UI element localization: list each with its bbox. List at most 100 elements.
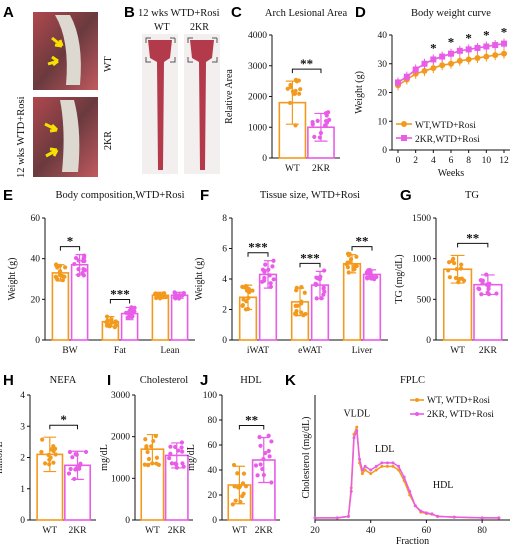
data-point — [354, 254, 359, 259]
data-point — [326, 110, 331, 115]
y-tick-label: 20 — [378, 89, 388, 99]
data-point — [352, 264, 357, 269]
data-point — [168, 444, 173, 449]
bar — [362, 273, 382, 341]
data-point — [241, 471, 247, 476]
panel-letter-a: A — [3, 4, 14, 21]
data-point — [465, 46, 472, 53]
data-point — [247, 290, 252, 295]
data-point — [456, 280, 461, 285]
data-point — [501, 40, 507, 47]
significance-stars: * — [448, 35, 455, 50]
data-point — [484, 272, 489, 277]
data-point — [53, 452, 58, 457]
data-point — [436, 514, 440, 518]
data-point — [261, 278, 267, 283]
y-tick-label: 4000 — [248, 31, 267, 41]
data-point — [318, 274, 323, 279]
data-point — [129, 314, 134, 319]
significance-stars: * — [501, 25, 508, 40]
data-point — [270, 264, 275, 269]
data-point — [76, 272, 81, 278]
data-point — [153, 291, 158, 296]
significance-bracket — [351, 246, 373, 251]
series-line — [315, 426, 499, 519]
data-point — [318, 130, 323, 136]
data-point — [402, 475, 406, 479]
legend-marker — [415, 412, 419, 416]
panel-b-label-2kr: 2KR — [190, 22, 209, 33]
y-tick-label: 20 — [31, 295, 41, 305]
data-point — [439, 62, 446, 69]
data-point — [355, 425, 359, 429]
data-point — [430, 512, 434, 516]
data-point — [474, 44, 481, 51]
data-point — [55, 277, 60, 282]
data-point — [82, 255, 87, 260]
data-point — [452, 515, 456, 519]
data-point — [76, 258, 81, 263]
data-point — [477, 286, 482, 292]
x-tick-label: 2 — [413, 156, 418, 166]
data-point — [486, 292, 492, 297]
y-tick-label: 100 — [203, 391, 218, 401]
significance-bracket — [457, 242, 489, 248]
data-point — [391, 464, 395, 468]
data-point — [145, 463, 151, 468]
data-point — [456, 47, 463, 54]
data-point — [146, 456, 152, 462]
panel-title: Tissue size, WTD+Rosi — [260, 190, 360, 201]
data-point — [294, 288, 299, 293]
significance-bracket — [247, 252, 269, 257]
data-point — [266, 448, 271, 454]
data-point — [123, 310, 129, 315]
data-point — [72, 261, 77, 267]
data-point — [60, 273, 65, 279]
data-point — [358, 457, 362, 461]
panel-letter-c: C — [231, 4, 242, 21]
x-tick-label: WT — [145, 526, 160, 536]
data-point — [172, 295, 177, 300]
data-point — [479, 292, 484, 297]
panel-title: Cholesterol — [140, 375, 188, 386]
panel-b-label-wt: WT — [154, 22, 170, 33]
y-tick-label: 60 — [31, 214, 41, 224]
aorta-wt — [148, 40, 172, 170]
y-axis-label: mg/dL — [186, 444, 197, 471]
data-point — [458, 266, 464, 271]
data-point — [104, 314, 110, 319]
y-tick-label: 0 — [125, 516, 130, 526]
data-point — [494, 291, 499, 296]
data-point — [430, 56, 437, 63]
data-point — [296, 78, 301, 83]
panel-title: NEFA — [50, 375, 77, 386]
data-point — [268, 281, 273, 286]
data-point — [113, 323, 119, 328]
panel-letter-h: H — [3, 372, 14, 389]
y-tick-label: 4 — [222, 275, 227, 285]
x-tick-label: 60 — [422, 526, 432, 536]
y-tick-label: 6 — [222, 245, 227, 255]
y-tick-label: 1 — [20, 485, 25, 495]
data-point — [452, 261, 457, 266]
significance-bracket — [238, 425, 265, 430]
data-point — [302, 290, 307, 295]
data-point — [168, 451, 173, 456]
data-point — [456, 57, 463, 64]
data-point — [363, 464, 367, 468]
data-point — [176, 448, 181, 453]
y-axis-label: Weight (g) — [194, 258, 205, 301]
data-point — [369, 468, 373, 472]
data-point — [380, 461, 384, 465]
x-tick-label: Lean — [161, 346, 180, 356]
data-point — [181, 290, 186, 296]
data-point — [161, 295, 166, 300]
significance-bracket — [59, 246, 81, 251]
data-point — [261, 472, 266, 478]
data-point — [83, 449, 89, 455]
y-tick-label: 0 — [20, 516, 25, 526]
legend-label: 2KR,WTD+Rosi — [415, 135, 480, 145]
y-tick-label: 1000 — [111, 474, 130, 484]
data-point — [174, 465, 179, 470]
data-point — [403, 73, 410, 80]
